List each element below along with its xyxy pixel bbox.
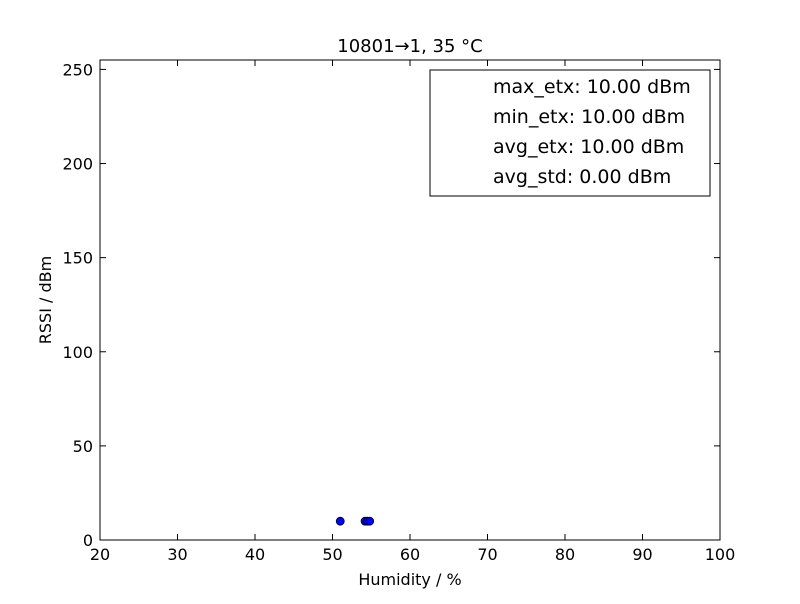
chart-title: 10801→1, 35 °C — [337, 36, 482, 57]
x-tick-label: 30 — [167, 545, 187, 564]
y-axis: 0 50 100 150 200 250 — [62, 60, 720, 550]
legend-frame — [429, 69, 711, 197]
y-tick-label: 150 — [62, 249, 93, 268]
x-axis-label: Humidity / % — [358, 570, 461, 589]
x-axis: 20 30 40 50 60 70 80 90 100 — [90, 60, 735, 564]
data-point — [365, 516, 375, 526]
y-tick-label: 200 — [62, 155, 93, 174]
legend-entry: avg_etx: 10.00 dBm — [493, 136, 684, 158]
x-tick-label: 70 — [477, 545, 497, 564]
y-tick-label: 50 — [73, 437, 93, 456]
data-points — [335, 516, 375, 526]
x-tick-label: 50 — [322, 545, 342, 564]
x-tick-label: 90 — [632, 545, 652, 564]
y-tick-label: 0 — [83, 531, 93, 550]
legend-entry: avg_std: 0.00 dBm — [493, 166, 671, 188]
x-tick-label: 100 — [705, 545, 736, 564]
y-axis-label: RSSI / dBm — [36, 256, 55, 344]
legend-entry: max_etx: 10.00 dBm — [493, 76, 691, 98]
legend-entry: min_etx: 10.00 dBm — [493, 106, 685, 128]
x-tick-label: 20 — [90, 545, 110, 564]
y-tick-label: 250 — [62, 60, 93, 79]
x-tick-label: 60 — [400, 545, 420, 564]
x-tick-label: 40 — [245, 545, 265, 564]
x-tick-label: 80 — [555, 545, 575, 564]
data-point — [335, 516, 345, 526]
legend: max_etx: 10.00 dBm min_etx: 10.00 dBm avg_… — [429, 69, 711, 197]
y-tick-label: 100 — [62, 343, 93, 362]
